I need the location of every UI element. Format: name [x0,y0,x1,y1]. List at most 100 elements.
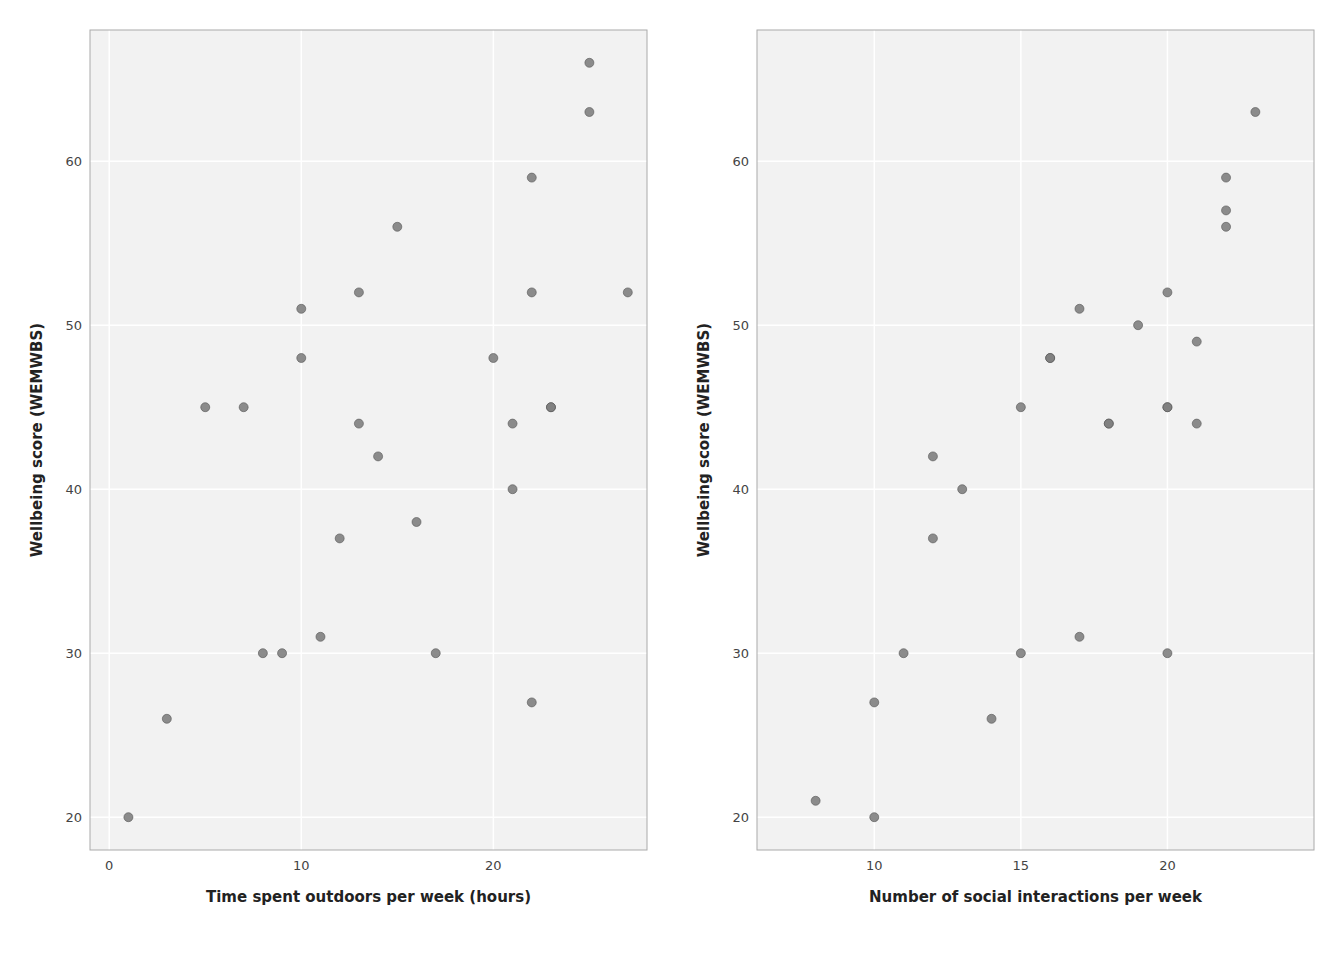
grid-line-y [757,652,1314,654]
point [1192,419,1201,428]
plot-frame [90,30,647,850]
point [1075,632,1084,641]
point [546,403,555,412]
point [508,485,517,494]
point [239,403,248,412]
grid-line-y [757,160,1314,162]
point [1163,288,1172,297]
point [899,649,908,658]
point [258,649,267,658]
point [928,452,937,461]
y-axis-label: Wellbeing score (WEMWBS) [695,323,713,557]
point [335,534,344,543]
point [1222,222,1231,231]
point [1016,403,1025,412]
y-tick-label: 20 [732,810,749,825]
point [1163,403,1172,412]
point [987,714,996,723]
y-tick-label: 60 [732,154,749,169]
point [393,222,402,231]
grid-line-x [1020,30,1022,850]
x-axis-label: Number of social interactions per week [869,888,1203,906]
y-tick-label: 20 [65,810,82,825]
y-tick-label: 50 [65,318,82,333]
grid-line-x [874,30,876,850]
y-axis-label: Wellbeing score (WEMWBS) [28,323,46,557]
point [374,452,383,461]
grid-line-x [301,30,303,850]
point [811,796,820,805]
grid-line-y [90,488,647,490]
grid-line-y [90,160,647,162]
x-axis-label: Time spent outdoors per week (hours) [206,888,531,906]
point [1016,649,1025,658]
point [316,632,325,641]
panel: 10 15 20 20 30 40 50 60 Number of social interac… [695,30,1314,906]
x-tick-label: 20 [1159,858,1176,873]
grid-line-y [90,652,647,654]
point [162,714,171,723]
grid-line-y [757,488,1314,490]
point [527,288,536,297]
x-tick-label: 15 [1013,858,1030,873]
point [1163,649,1172,658]
point [124,813,133,822]
grid-line-x [1167,30,1169,850]
point [1046,354,1055,363]
point [431,649,440,658]
point [585,58,594,67]
point [508,419,517,428]
chart-svg: 0 10 20 20 30 40 50 60 Time spent outdoors per w… [0,0,1344,960]
point [870,698,879,707]
x-tick-label: 0 [105,858,113,873]
point [928,534,937,543]
point [1075,304,1084,313]
grid-line-y [90,816,647,818]
x-tick-label: 10 [293,858,310,873]
y-tick-label: 60 [65,154,82,169]
point [412,518,421,527]
plot-background [90,30,647,850]
points [124,58,632,821]
point [1222,206,1231,215]
point [1251,108,1260,117]
point [278,649,287,658]
point [1192,337,1201,346]
point [1046,354,1055,363]
point [354,419,363,428]
plot-frame [757,30,1314,850]
grid-line-x [493,30,495,850]
point [489,354,498,363]
point [354,288,363,297]
chart-container: 0 10 20 20 30 40 50 60 Time spent outdoors per w… [0,0,1344,960]
point [870,813,879,822]
point [527,173,536,182]
point [1104,419,1113,428]
point [201,403,210,412]
point [297,354,306,363]
x-tick-label: 10 [866,858,883,873]
y-tick-label: 50 [732,318,749,333]
point [1104,419,1113,428]
point [623,288,632,297]
point [297,304,306,313]
point [1134,321,1143,330]
point [585,108,594,117]
grid-line-y [90,324,647,326]
points [811,108,1260,822]
point [1222,173,1231,182]
grid-line-y [757,324,1314,326]
y-tick-label: 30 [732,646,749,661]
grid-line-y [757,816,1314,818]
grid-line-x [108,30,110,850]
panel: 0 10 20 20 30 40 50 60 Time spent outdoors per w… [28,30,647,906]
y-tick-label: 30 [65,646,82,661]
point [958,485,967,494]
y-tick-label: 40 [732,482,749,497]
point [527,698,536,707]
plot-background [757,30,1314,850]
point [1163,403,1172,412]
y-tick-label: 40 [65,482,82,497]
point [546,403,555,412]
x-tick-label: 20 [485,858,502,873]
